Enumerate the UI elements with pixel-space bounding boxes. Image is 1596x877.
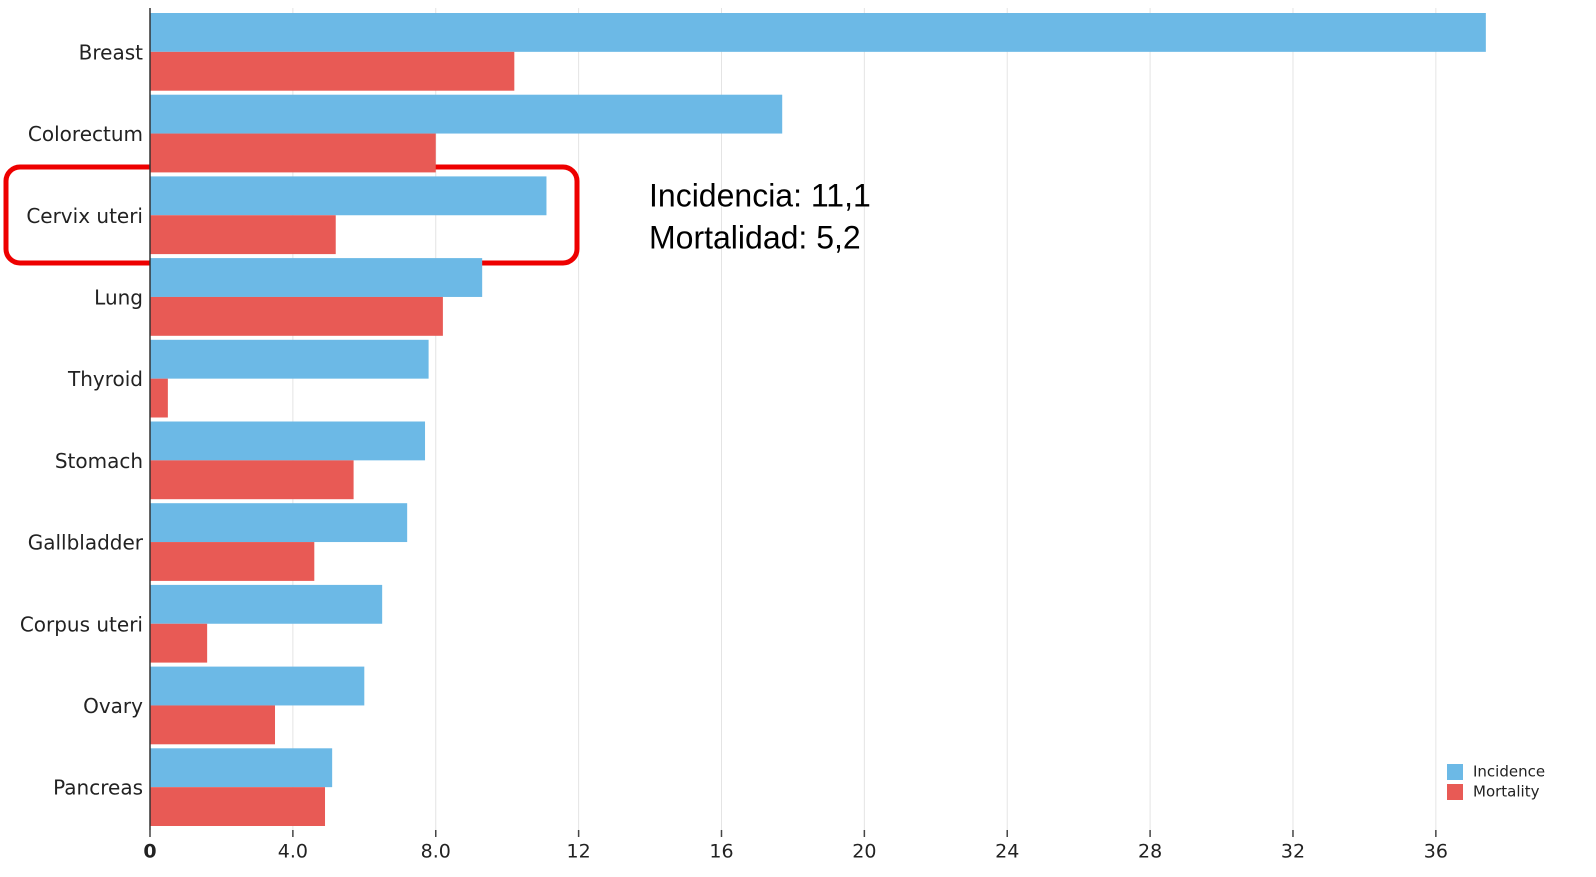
legend-label: Mortality bbox=[1473, 783, 1540, 801]
x-tick-label: 28 bbox=[1138, 841, 1162, 863]
y-tick-label: Thyroid bbox=[67, 367, 143, 391]
x-tick-label: 32 bbox=[1281, 841, 1305, 863]
bar bbox=[150, 542, 315, 581]
x-tick-label: 0 bbox=[143, 841, 156, 863]
bar bbox=[150, 503, 408, 543]
bar bbox=[150, 666, 365, 706]
legend-label: Incidence bbox=[1473, 763, 1545, 781]
bar bbox=[150, 94, 783, 134]
legend-swatch bbox=[1447, 784, 1463, 800]
annotation: Mortalidad: 5,2 bbox=[649, 219, 861, 255]
bar bbox=[150, 51, 515, 91]
bar bbox=[150, 296, 443, 336]
bar bbox=[150, 787, 326, 826]
y-tick-label: Pancreas bbox=[53, 776, 143, 800]
bar bbox=[150, 176, 547, 216]
annotation: Incidencia: 11,1 bbox=[649, 177, 871, 213]
bar bbox=[150, 584, 383, 624]
bar bbox=[150, 215, 336, 255]
bar bbox=[150, 339, 429, 379]
legend-swatch bbox=[1447, 764, 1463, 780]
y-tick-label: Colorectum bbox=[28, 122, 143, 146]
x-tick-label: 16 bbox=[709, 841, 733, 863]
bar bbox=[150, 460, 354, 500]
x-tick-label: 36 bbox=[1424, 841, 1448, 863]
bar bbox=[150, 13, 1486, 52]
y-tick-label: Stomach bbox=[55, 449, 143, 473]
x-tick-label: 20 bbox=[852, 841, 876, 863]
y-tick-label: Lung bbox=[94, 285, 143, 309]
y-tick-label: Breast bbox=[79, 40, 143, 64]
y-tick-label: Gallbladder bbox=[28, 531, 144, 555]
y-tick-label: Corpus uteri bbox=[20, 612, 143, 636]
bar bbox=[150, 705, 276, 745]
bar bbox=[150, 748, 333, 788]
bar bbox=[150, 378, 168, 418]
bar bbox=[150, 133, 436, 173]
y-tick-label: Ovary bbox=[83, 694, 143, 718]
y-tick-label: Cervix uteri bbox=[26, 204, 143, 228]
bar bbox=[150, 258, 483, 297]
x-tick-label: 24 bbox=[995, 841, 1019, 863]
x-tick-label: 4.0 bbox=[278, 841, 308, 863]
bar bbox=[150, 421, 426, 461]
x-tick-label: 8.0 bbox=[421, 841, 451, 863]
x-tick-label: 12 bbox=[567, 841, 591, 863]
bar bbox=[150, 623, 208, 663]
